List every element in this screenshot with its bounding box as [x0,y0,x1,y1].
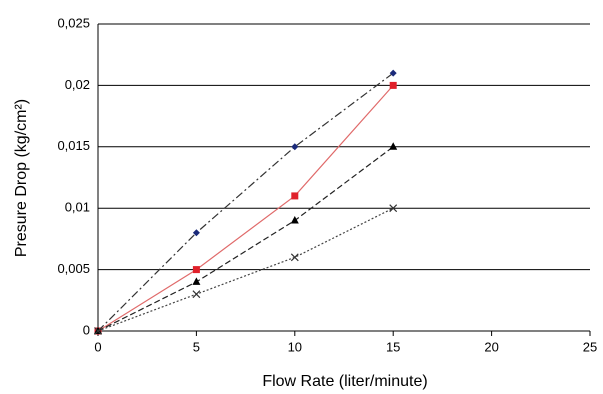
y-tick-label: 0 [83,322,90,337]
series-line [97,207,394,332]
series-line [97,85,394,332]
marker [291,192,299,200]
x-tick-label: 25 [583,339,597,354]
marker [192,266,200,274]
marker [389,142,398,150]
marker [291,143,299,151]
x-tick-label: 5 [193,339,200,354]
x-tick-label: 15 [386,339,400,354]
marker [192,229,200,237]
y-tick-label: 0,025 [57,15,90,30]
marker [192,290,201,299]
marker [290,215,299,224]
marker [389,81,397,89]
marker [389,69,397,77]
marker [389,204,398,213]
x-tick-label: 0 [94,339,101,354]
y-axis-title: Presure Drop (kg/cm²) [13,99,30,257]
series-line [97,72,394,332]
y-tick-label: 0,01 [65,200,90,215]
x-axis-title: Flow Rate (liter/minute) [262,373,427,390]
marker [94,327,102,335]
y-tick-label: 0,005 [57,261,90,276]
marker [192,277,201,285]
series-line [97,146,394,332]
y-tick-label: 0,02 [65,77,90,92]
x-tick-label: 10 [288,339,302,354]
y-tick-label: 0,015 [57,138,90,153]
marker [290,253,299,262]
x-tick-label: 20 [484,339,498,354]
